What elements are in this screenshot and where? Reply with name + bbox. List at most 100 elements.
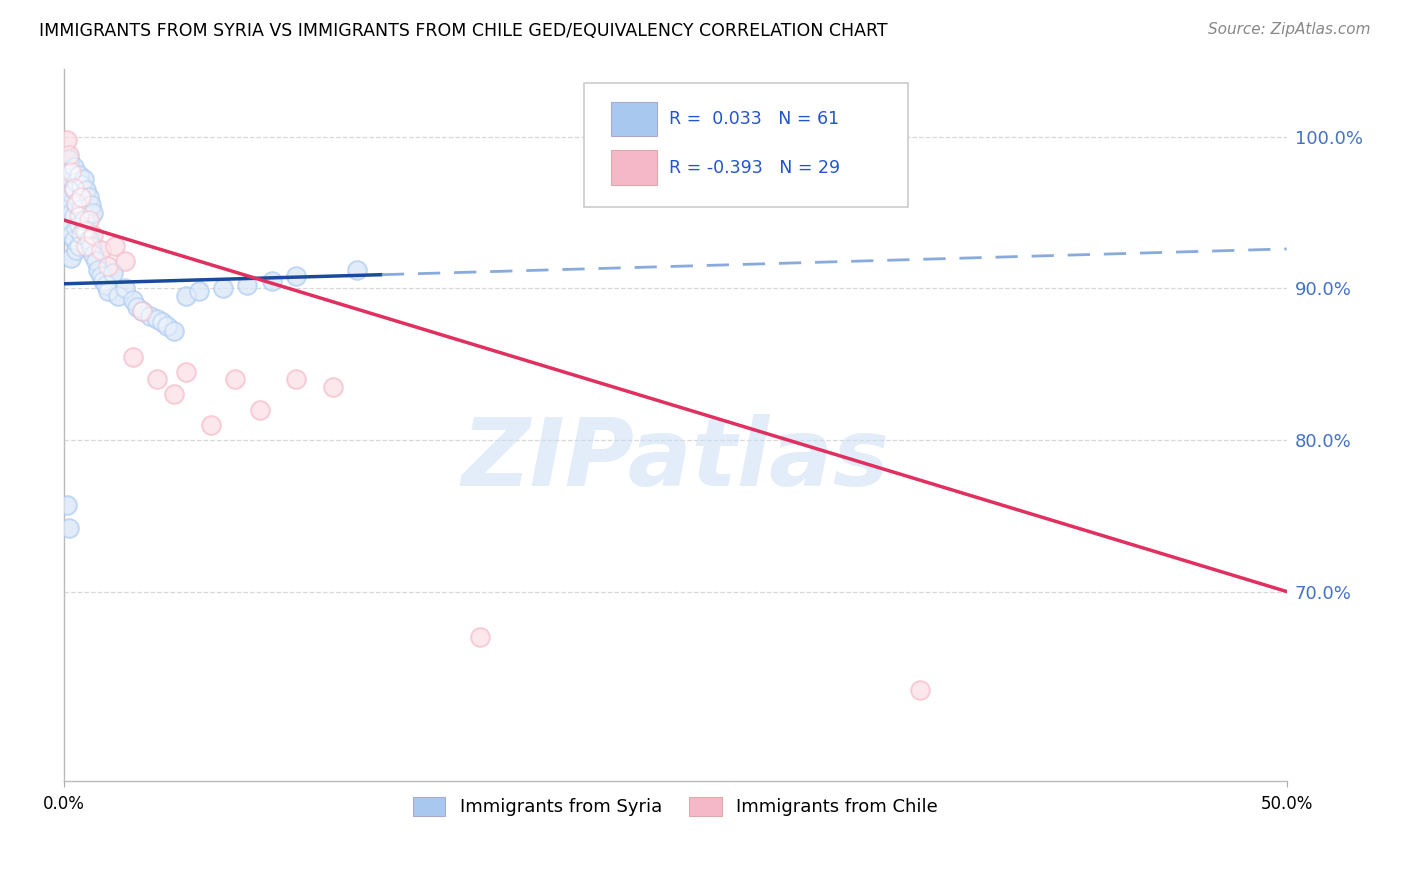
Point: [82, 248, 104, 262]
Point: [146, 311, 169, 326]
Point: [55, 168, 77, 182]
Point: [60, 163, 83, 178]
Point: [58, 153, 80, 167]
Point: [65, 198, 87, 212]
Point: [58, 220, 80, 235]
Point: [70, 202, 93, 217]
Point: [107, 289, 129, 303]
Point: [63, 181, 86, 195]
Point: [121, 293, 143, 308]
Point: [285, 269, 308, 284]
Point: [63, 160, 86, 174]
Point: [67, 168, 90, 182]
Point: [908, 683, 931, 698]
FancyBboxPatch shape: [610, 151, 657, 185]
Point: [70, 227, 93, 241]
Point: [322, 380, 344, 394]
Point: [249, 402, 271, 417]
Point: [90, 269, 112, 284]
Point: [90, 269, 112, 284]
Point: [87, 263, 110, 277]
Point: [127, 300, 149, 314]
Point: [468, 630, 491, 644]
Point: [84, 254, 107, 268]
Point: [58, 153, 80, 167]
Point: [67, 239, 90, 253]
Text: ZIPatlas: ZIPatlas: [461, 415, 890, 507]
Point: [63, 160, 86, 174]
Point: [77, 233, 100, 247]
Point: [63, 233, 86, 247]
Point: [104, 239, 127, 253]
Point: [146, 311, 169, 326]
Point: [224, 372, 246, 386]
Point: [114, 254, 136, 268]
Point: [285, 372, 308, 386]
Point: [55, 168, 77, 182]
Point: [146, 372, 169, 386]
Point: [131, 304, 153, 318]
Point: [60, 205, 83, 219]
Point: [67, 209, 90, 223]
Point: [82, 205, 104, 219]
Point: [70, 178, 93, 193]
Point: [82, 248, 104, 262]
Point: [176, 289, 198, 303]
Point: [55, 498, 77, 512]
Point: [138, 309, 160, 323]
Point: [285, 372, 308, 386]
Point: [114, 281, 136, 295]
Point: [104, 239, 127, 253]
Point: [127, 300, 149, 314]
Point: [72, 224, 94, 238]
Point: [176, 365, 198, 379]
Point: [65, 196, 87, 211]
Point: [67, 239, 90, 253]
Point: [236, 278, 259, 293]
Point: [150, 315, 173, 329]
Point: [212, 281, 235, 295]
Point: [346, 263, 368, 277]
Point: [70, 178, 93, 193]
Point: [70, 190, 93, 204]
Point: [77, 233, 100, 247]
Point: [60, 228, 83, 243]
Point: [131, 304, 153, 318]
Point: [70, 227, 93, 241]
Point: [75, 183, 97, 197]
Point: [67, 218, 90, 232]
Point: [58, 148, 80, 162]
Point: [55, 190, 77, 204]
Point: [77, 190, 100, 204]
Point: [97, 259, 120, 273]
Point: [94, 278, 117, 293]
Point: [67, 168, 90, 182]
Point: [322, 380, 344, 394]
Point: [163, 387, 186, 401]
Point: [260, 274, 283, 288]
Point: [249, 402, 271, 417]
Point: [72, 213, 94, 227]
Point: [121, 350, 143, 364]
Point: [63, 183, 86, 197]
Point: [72, 224, 94, 238]
Point: [156, 319, 179, 334]
Point: [131, 304, 153, 318]
Point: [80, 198, 103, 212]
Point: [156, 319, 179, 334]
Point: [75, 239, 97, 253]
Point: [176, 365, 198, 379]
Point: [107, 289, 129, 303]
Point: [346, 263, 368, 277]
Point: [84, 254, 107, 268]
Point: [72, 213, 94, 227]
Point: [97, 259, 120, 273]
Point: [65, 196, 87, 211]
Legend: Immigrants from Syria, Immigrants from Chile: Immigrants from Syria, Immigrants from C…: [404, 788, 946, 825]
Point: [60, 251, 83, 265]
Point: [67, 218, 90, 232]
Point: [75, 239, 97, 253]
Point: [65, 220, 87, 235]
Point: [82, 205, 104, 219]
Point: [908, 683, 931, 698]
